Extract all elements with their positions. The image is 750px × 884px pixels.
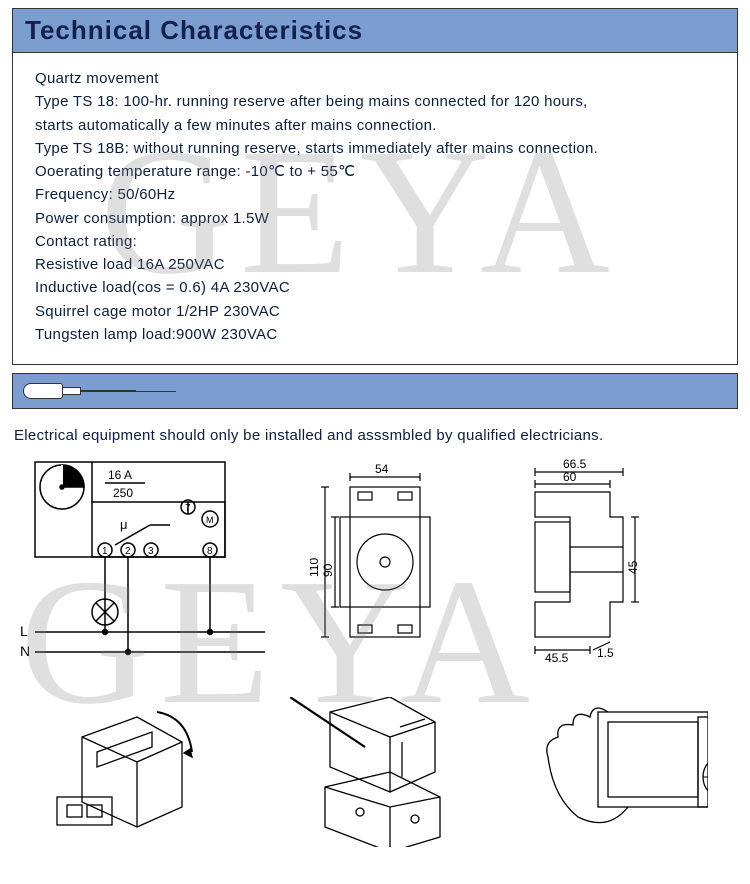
tool-bar bbox=[12, 373, 738, 409]
spec-line: Ooerating temperature range: -10℃ to + 5… bbox=[35, 160, 715, 183]
svg-text:90: 90 bbox=[321, 563, 335, 577]
installation-row: M bbox=[0, 677, 750, 847]
svg-text:8: 8 bbox=[207, 546, 213, 557]
spec-line: Tungsten lamp load:900W 230VAC bbox=[35, 323, 715, 346]
spec-line: Contact rating: bbox=[35, 230, 715, 253]
svg-text:N: N bbox=[20, 643, 30, 659]
spec-line: Frequency: 50/60Hz bbox=[35, 183, 715, 206]
spec-line: Resistive load 16A 250VAC bbox=[35, 253, 715, 276]
svg-text:60: 60 bbox=[563, 470, 577, 484]
screwdriver-icon bbox=[23, 383, 176, 399]
spec-line: Type TS 18: 100-hr. running reserve afte… bbox=[35, 90, 715, 113]
svg-text:2: 2 bbox=[125, 546, 131, 557]
svg-text:3: 3 bbox=[148, 546, 154, 557]
spec-line: starts automatically a few minutes after… bbox=[35, 114, 715, 137]
spec-line: Quartz movement bbox=[35, 67, 715, 90]
spec-line: Inductive load(cos = 0.6) 4A 230VAC bbox=[35, 276, 715, 299]
spec-line: Power consumption: approx 1.5W bbox=[35, 207, 715, 230]
install-step-2 bbox=[290, 697, 460, 847]
dimension-diagram: 54 110 90 66.5 60 bbox=[310, 457, 730, 667]
svg-text:1.5: 1.5 bbox=[597, 646, 614, 660]
spec-block: Quartz movement Type TS 18: 100-hr. runn… bbox=[13, 53, 737, 364]
wiring-diagram: 16 A 250 7 M μ 1 2 3 8 bbox=[20, 457, 280, 677]
svg-text:μ: μ bbox=[120, 517, 128, 532]
page-title: Technical Characteristics bbox=[25, 15, 725, 46]
safety-note: Electrical equipment should only be inst… bbox=[0, 415, 750, 452]
svg-text:110: 110 bbox=[310, 558, 321, 577]
header-bar: Technical Characteristics bbox=[13, 9, 737, 53]
svg-text:M: M bbox=[206, 515, 214, 525]
svg-text:1: 1 bbox=[102, 546, 108, 557]
diagram-row: 16 A 250 7 M μ 1 2 3 8 bbox=[0, 452, 750, 677]
spec-container: Technical Characteristics Quartz movemen… bbox=[12, 8, 738, 365]
svg-text:L: L bbox=[20, 623, 28, 639]
spec-line: Type TS 18B: without running reserve, st… bbox=[35, 137, 715, 160]
install-step-1 bbox=[42, 697, 212, 847]
svg-text:45.5: 45.5 bbox=[545, 651, 569, 665]
svg-text:66.5: 66.5 bbox=[563, 457, 587, 471]
install-step-3: M bbox=[538, 697, 708, 847]
spec-line: Squirrel cage motor 1/2HP 230VAC bbox=[35, 300, 715, 323]
svg-text:250: 250 bbox=[113, 486, 133, 500]
svg-text:45: 45 bbox=[626, 560, 640, 574]
svg-text:16 A: 16 A bbox=[108, 468, 132, 482]
svg-text:54: 54 bbox=[375, 462, 389, 476]
